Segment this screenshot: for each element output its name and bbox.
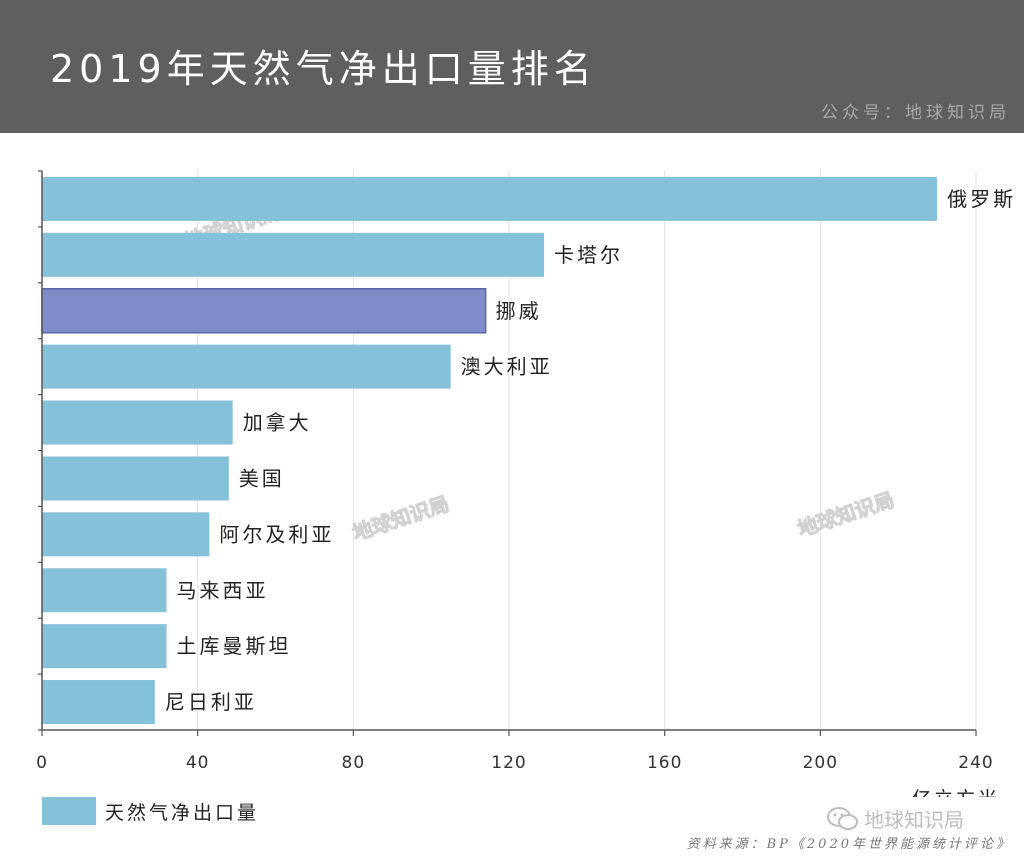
legend-label: 天然气净出口量: [105, 802, 260, 824]
category-label: 卡塔尔: [554, 243, 623, 267]
x-tick-label: 40: [186, 753, 210, 773]
x-tick-label: 0: [36, 753, 48, 773]
watermark-text: 地球知识局: [795, 487, 898, 541]
wechat-icon: [827, 806, 858, 830]
credit-text: 公众号：地球知识局: [821, 103, 1010, 123]
bar: [42, 456, 229, 501]
x-axis-label: 亿立方米: [912, 788, 1000, 797]
bar: [42, 400, 233, 445]
bar: [41, 288, 487, 334]
watermark-brand: 地球知识局: [826, 804, 964, 833]
x-tick-label: 200: [803, 753, 838, 773]
category-label: 挪威: [496, 299, 542, 323]
watermark-text: 地球知识局: [350, 491, 453, 545]
x-tick-label: 240: [958, 753, 993, 773]
category-label: 马来西亚: [177, 578, 269, 602]
legend-swatch: [42, 797, 96, 825]
x-tick-label: 160: [647, 753, 682, 773]
header-banner: 2019年天然气净出口量排名 公众号：地球知识局: [0, 0, 1024, 133]
bar: [42, 176, 938, 221]
watermark-brand-text: 地球知识局: [864, 808, 964, 832]
category-label: 土库曼斯坦: [177, 634, 292, 658]
x-tick-label: 80: [342, 753, 366, 773]
x-tick-label: 120: [491, 753, 526, 773]
category-label: 澳大利亚: [461, 355, 553, 379]
bar: [42, 232, 545, 277]
bar: [42, 568, 167, 613]
bar: [42, 344, 451, 389]
category-label: 阿尔及利亚: [219, 522, 334, 546]
bar: [42, 624, 167, 669]
category-label: 美国: [239, 466, 285, 490]
category-label: 加拿大: [243, 411, 312, 435]
bar: [42, 512, 210, 557]
bar: [42, 680, 155, 725]
page-title: 2019年天然气净出口量排名: [50, 47, 597, 91]
category-label: 俄罗斯: [947, 187, 1016, 211]
source-note: 资料来源：BP《2020年世界能源统计评论》: [686, 837, 1012, 852]
category-label: 尼日利亚: [165, 690, 257, 714]
